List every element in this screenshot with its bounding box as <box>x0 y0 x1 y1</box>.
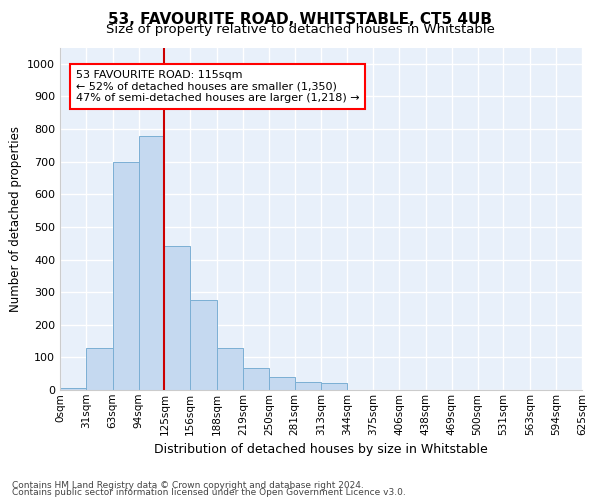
Bar <box>322 384 347 390</box>
Bar <box>60 388 86 390</box>
Bar <box>113 162 139 390</box>
Text: Size of property relative to detached houses in Whitstable: Size of property relative to detached ho… <box>106 22 494 36</box>
Bar <box>217 348 243 390</box>
Text: Contains public sector information licensed under the Open Government Licence v3: Contains public sector information licen… <box>12 488 406 497</box>
Bar <box>243 368 269 390</box>
Bar <box>164 246 190 390</box>
Bar <box>190 300 217 390</box>
X-axis label: Distribution of detached houses by size in Whitstable: Distribution of detached houses by size … <box>154 443 488 456</box>
Y-axis label: Number of detached properties: Number of detached properties <box>8 126 22 312</box>
Bar <box>295 382 322 390</box>
Text: 53 FAVOURITE ROAD: 115sqm
← 52% of detached houses are smaller (1,350)
47% of se: 53 FAVOURITE ROAD: 115sqm ← 52% of detac… <box>76 70 359 103</box>
Text: Contains HM Land Registry data © Crown copyright and database right 2024.: Contains HM Land Registry data © Crown c… <box>12 480 364 490</box>
Bar <box>269 377 295 390</box>
Bar <box>139 136 164 390</box>
Bar <box>86 348 113 390</box>
Text: 53, FAVOURITE ROAD, WHITSTABLE, CT5 4UB: 53, FAVOURITE ROAD, WHITSTABLE, CT5 4UB <box>108 12 492 28</box>
